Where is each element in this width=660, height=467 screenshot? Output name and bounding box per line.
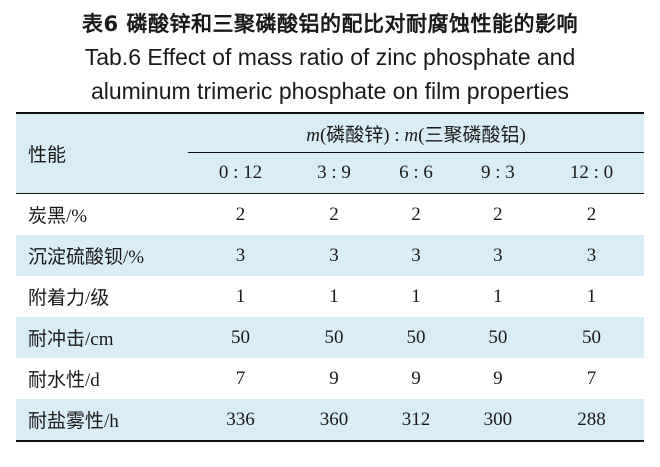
cell-value: 1 (493, 285, 503, 307)
mass-ratio-group-header: m(磷酸锌) : m(三聚磷酸铝) (188, 112, 644, 153)
cell-value: 300 (456, 399, 539, 442)
row-label: 耐冲击/cm (16, 317, 188, 358)
col-header-0: 0 : 12 (188, 152, 293, 194)
caption-english-line2: aluminum trimeric phosphate on film prop… (90, 78, 570, 104)
m2-symbol: m (404, 124, 419, 146)
row-label: 耐盐雾性/h (16, 399, 188, 442)
cell-value: 2 (411, 203, 421, 225)
cell-value: 3 (374, 235, 457, 276)
m1-symbol: m (306, 124, 320, 146)
cell-value: 9 (411, 367, 421, 389)
row-label: 沉淀硫酸钡/% (16, 235, 188, 276)
cell-value: 3 (188, 235, 293, 276)
cell-value: 3 (538, 235, 644, 276)
cell-value: 2 (235, 203, 246, 225)
cell-value: 360 (293, 399, 375, 442)
cell-value: 9 (329, 367, 339, 389)
row-label: 附着力/级 (28, 288, 110, 309)
cell-value: 288 (538, 399, 644, 442)
row-label: 炭黑/% (28, 206, 88, 227)
col-header-2: 6 : 6 (374, 152, 457, 194)
cell-value: 1 (235, 285, 246, 307)
cell-value: 3 (456, 235, 539, 276)
cell-value: 7 (235, 367, 246, 389)
cell-value: 336 (188, 399, 293, 442)
cell-value: 50 (188, 317, 293, 358)
m1-name: (磷酸锌) (319, 124, 390, 146)
caption-english-line1: Tab.6 Effect of mass ratio of zinc phosp… (84, 44, 576, 70)
table-row: 耐冲击/cm 50 50 50 50 50 (16, 317, 644, 358)
row-header-label: 性能 (16, 112, 188, 194)
cell-value: 1 (329, 285, 339, 307)
col-header-3: 9 : 3 (456, 152, 539, 194)
cell-value: 50 (374, 317, 457, 358)
col-header-4: 12 : 0 (538, 152, 644, 194)
col-header-1: 3 : 9 (293, 152, 375, 194)
cell-value: 2 (586, 203, 597, 225)
row-label: 耐水性/d (28, 370, 100, 391)
m2-name: (三聚磷酸铝) (418, 124, 526, 146)
cell-value: 7 (586, 367, 597, 389)
cell-value: 50 (538, 317, 644, 358)
table-row: 附着力/级 1 1 1 1 1 (16, 276, 644, 317)
table-caption: 表6 磷酸锌和三聚磷酸铝的配比对耐腐蚀性能的影响 Tab.6 Effect of… (0, 8, 660, 108)
cell-value: 9 (493, 367, 503, 389)
cell-value: 2 (329, 203, 339, 225)
cell-value: 2 (493, 203, 503, 225)
cell-value: 50 (456, 317, 539, 358)
table-row: 炭黑/% 2 2 2 2 2 (16, 194, 644, 236)
caption-chinese: 表6 磷酸锌和三聚磷酸铝的配比对耐腐蚀性能的影响 (82, 12, 578, 36)
table-row: 耐盐雾性/h 336 360 312 300 288 (16, 399, 644, 442)
cell-value: 312 (374, 399, 457, 442)
ratio-separator: : (389, 124, 405, 146)
cell-value: 1 (411, 285, 421, 307)
cell-value: 1 (586, 285, 597, 307)
table-row: 耐水性/d 7 9 9 9 7 (16, 358, 644, 399)
cell-value: 3 (293, 235, 375, 276)
properties-table: 性能 m(磷酸锌) : m(三聚磷酸铝) 0 : 12 3 : 9 6 : 6 … (16, 112, 644, 442)
ratio-column-headers: 0 : 12 3 : 9 6 : 6 9 : 3 12 : 0 (16, 152, 644, 194)
table-row: 沉淀硫酸钡/% 3 3 3 3 3 (16, 235, 644, 276)
cell-value: 50 (293, 317, 375, 358)
